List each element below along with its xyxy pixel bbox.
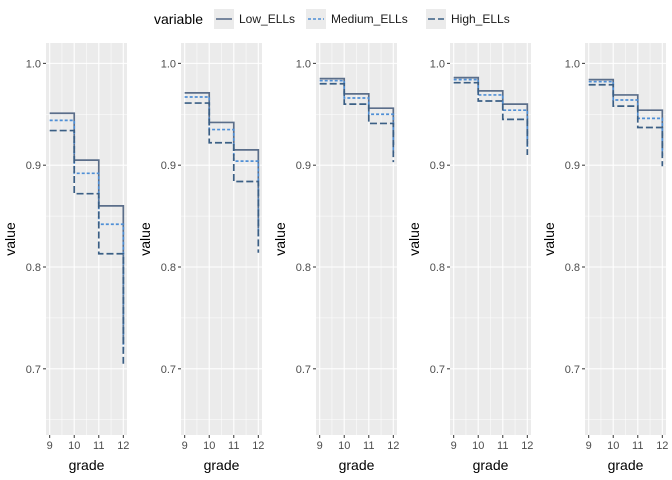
- series-line-medium-ells: [184, 96, 260, 239]
- series-line-medium-ells: [319, 79, 395, 153]
- series-line-high-ells: [184, 102, 260, 253]
- panel-4: 0.7 0.8 0.9 1.0 9 10 11 12 grade value: [406, 43, 533, 473]
- y-tick-label: 0.7: [296, 364, 311, 376]
- y-axis-title: value: [406, 222, 422, 256]
- panel-1: 0.7 0.8 0.9 1.0 9 10 11 12 grade value: [2, 43, 129, 473]
- y-tick-label: 0.7: [26, 364, 41, 376]
- x-tick-label: 11: [363, 440, 374, 452]
- x-tick-label: 12: [387, 440, 399, 452]
- series-line-low-ells: [453, 76, 529, 140]
- y-tick-label: 0.8: [296, 262, 311, 274]
- x-tick-label: 9: [317, 440, 323, 452]
- series-line-high-ells: [319, 82, 395, 163]
- y-tick-label: 0.8: [26, 262, 41, 274]
- x-tick-label: 9: [182, 440, 188, 452]
- y-tick-label: 0.9: [565, 160, 580, 172]
- x-tick-label: 12: [521, 440, 533, 452]
- x-tick-label: 11: [93, 440, 104, 452]
- legend-label: Low_ELLs: [239, 12, 295, 26]
- y-tick-label: 1.0: [565, 58, 580, 70]
- panel-3: 0.7 0.8 0.9 1.0 9 10 11 12 grade value: [272, 43, 399, 473]
- y-tick-label: 0.7: [430, 364, 445, 376]
- series-line-low-ells: [184, 92, 260, 229]
- x-tick-label: 10: [68, 440, 80, 452]
- y-tick-label: 0.9: [430, 160, 445, 172]
- legend-label: Medium_ELLs: [331, 12, 408, 26]
- y-tick-label: 0.8: [161, 262, 176, 274]
- y-tick-label: 0.9: [296, 160, 311, 172]
- x-axis-title: grade: [204, 457, 240, 473]
- x-axis-title: grade: [608, 457, 644, 473]
- series-line-high-ells: [49, 129, 125, 364]
- legend-item-high-ells: High_ELLs: [426, 9, 510, 29]
- series-line-low-ells: [588, 78, 664, 150]
- y-tick-label: 0.8: [565, 262, 580, 274]
- y-tick-label: 0.7: [161, 364, 176, 376]
- x-tick-label: 9: [47, 440, 53, 452]
- legend-label: High_ELLs: [451, 12, 510, 26]
- x-tick-label: 10: [338, 440, 350, 452]
- series-line-low-ells: [319, 77, 395, 145]
- x-axis-title: grade: [473, 457, 509, 473]
- x-axis-title: grade: [339, 457, 375, 473]
- series-line-medium-ells: [49, 119, 125, 351]
- series-line-high-ells: [453, 81, 529, 155]
- legend-item-low-ells: Low_ELLs: [214, 9, 295, 29]
- x-axis-title: grade: [69, 457, 105, 473]
- y-tick-label: 0.9: [161, 160, 176, 172]
- y-tick-label: 0.9: [26, 160, 41, 172]
- series-line-medium-ells: [588, 80, 664, 159]
- x-tick-label: 10: [607, 440, 619, 452]
- x-tick-label: 10: [472, 440, 484, 452]
- x-tick-label: 12: [252, 440, 264, 452]
- x-tick-label: 11: [632, 440, 643, 452]
- panels: 0.7 0.8 0.9 1.0 9 10 11 12 grade value 0.7 0.8 0.9 1.…: [2, 43, 668, 473]
- y-tick-label: 1.0: [161, 58, 176, 70]
- x-tick-label: 10: [203, 440, 215, 452]
- x-tick-label: 11: [228, 440, 239, 452]
- x-tick-label: 11: [497, 440, 508, 452]
- y-axis-title: value: [541, 222, 557, 256]
- y-axis-title: value: [272, 222, 288, 256]
- y-tick-label: 1.0: [430, 58, 445, 70]
- y-tick-label: 1.0: [26, 58, 41, 70]
- y-axis-title: value: [2, 222, 18, 256]
- legend: variable Low_ELLs Medium_ELLs High_ELLs: [154, 9, 510, 29]
- series-line-high-ells: [588, 83, 664, 167]
- series-line-low-ells: [49, 112, 125, 345]
- y-tick-label: 0.8: [430, 262, 445, 274]
- y-tick-label: 0.7: [565, 364, 580, 376]
- legend-key-bg: [426, 9, 446, 29]
- x-tick-label: 9: [451, 440, 457, 452]
- panel-5: 0.7 0.8 0.9 1.0 9 10 11 12 grade value: [541, 43, 668, 473]
- y-axis-title: value: [137, 222, 153, 256]
- y-tick-label: 1.0: [296, 58, 311, 70]
- panel-2: 0.7 0.8 0.9 1.0 9 10 11 12 grade value: [137, 43, 264, 473]
- x-tick-label: 9: [586, 440, 592, 452]
- legend-item-medium-ells: Medium_ELLs: [306, 9, 408, 29]
- x-tick-label: 12: [656, 440, 668, 452]
- legend-title: variable: [154, 11, 203, 27]
- x-tick-label: 12: [117, 440, 129, 452]
